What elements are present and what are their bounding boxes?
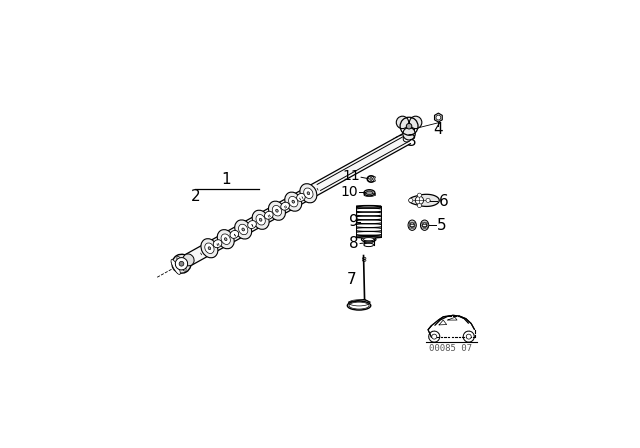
Circle shape (436, 115, 441, 120)
Ellipse shape (256, 215, 266, 225)
Text: 9: 9 (349, 214, 359, 229)
Circle shape (403, 128, 415, 140)
Ellipse shape (356, 206, 381, 207)
Text: 8: 8 (349, 236, 359, 251)
Circle shape (409, 198, 413, 202)
Text: 7: 7 (346, 272, 356, 287)
Polygon shape (409, 194, 439, 207)
Ellipse shape (239, 224, 248, 235)
Ellipse shape (213, 240, 222, 248)
Text: 10: 10 (340, 185, 358, 199)
Ellipse shape (422, 223, 427, 228)
Circle shape (417, 203, 422, 207)
Ellipse shape (292, 200, 294, 203)
Ellipse shape (242, 228, 244, 231)
Ellipse shape (289, 196, 298, 207)
Text: 1: 1 (221, 172, 231, 187)
Ellipse shape (177, 256, 186, 271)
Circle shape (417, 193, 422, 197)
Ellipse shape (139, 276, 153, 291)
Ellipse shape (348, 301, 371, 310)
Text: 11: 11 (342, 169, 360, 183)
Text: 6: 6 (438, 194, 448, 209)
Ellipse shape (252, 210, 269, 229)
Ellipse shape (300, 184, 317, 203)
Ellipse shape (364, 190, 375, 196)
Circle shape (410, 116, 422, 129)
Circle shape (396, 116, 409, 129)
Ellipse shape (281, 202, 289, 210)
Ellipse shape (175, 258, 188, 270)
Ellipse shape (362, 237, 376, 242)
Ellipse shape (356, 237, 381, 238)
Circle shape (373, 177, 376, 178)
Ellipse shape (285, 192, 301, 211)
Ellipse shape (221, 234, 230, 245)
Circle shape (426, 198, 430, 202)
Ellipse shape (208, 247, 211, 250)
Ellipse shape (364, 243, 374, 246)
Ellipse shape (225, 238, 227, 241)
Ellipse shape (248, 220, 257, 228)
Ellipse shape (349, 302, 369, 309)
Ellipse shape (172, 254, 191, 273)
Ellipse shape (201, 239, 218, 258)
Circle shape (432, 334, 436, 339)
Ellipse shape (230, 230, 239, 238)
Ellipse shape (235, 220, 252, 239)
Circle shape (467, 334, 471, 339)
Text: 4: 4 (433, 122, 443, 137)
Text: 5: 5 (437, 218, 447, 233)
Ellipse shape (364, 237, 374, 241)
Ellipse shape (408, 220, 416, 230)
Ellipse shape (403, 134, 412, 142)
Ellipse shape (366, 191, 373, 194)
Ellipse shape (304, 188, 313, 198)
Ellipse shape (183, 254, 194, 266)
Ellipse shape (268, 201, 285, 220)
Ellipse shape (307, 192, 310, 195)
Ellipse shape (420, 220, 429, 230)
Text: 00085 07: 00085 07 (429, 344, 472, 353)
Ellipse shape (296, 194, 305, 201)
Polygon shape (172, 133, 410, 273)
Circle shape (370, 177, 372, 181)
Ellipse shape (141, 279, 150, 289)
Ellipse shape (179, 261, 184, 266)
Circle shape (406, 124, 412, 129)
Circle shape (415, 196, 424, 204)
Ellipse shape (205, 243, 214, 254)
Ellipse shape (276, 209, 278, 212)
Text: 3: 3 (406, 134, 417, 149)
Ellipse shape (171, 259, 180, 275)
Ellipse shape (410, 223, 414, 228)
Ellipse shape (217, 230, 234, 249)
Circle shape (373, 180, 376, 181)
Polygon shape (435, 113, 442, 122)
Ellipse shape (264, 211, 273, 219)
Text: 2: 2 (190, 190, 200, 204)
Ellipse shape (272, 206, 282, 216)
Ellipse shape (259, 218, 262, 221)
